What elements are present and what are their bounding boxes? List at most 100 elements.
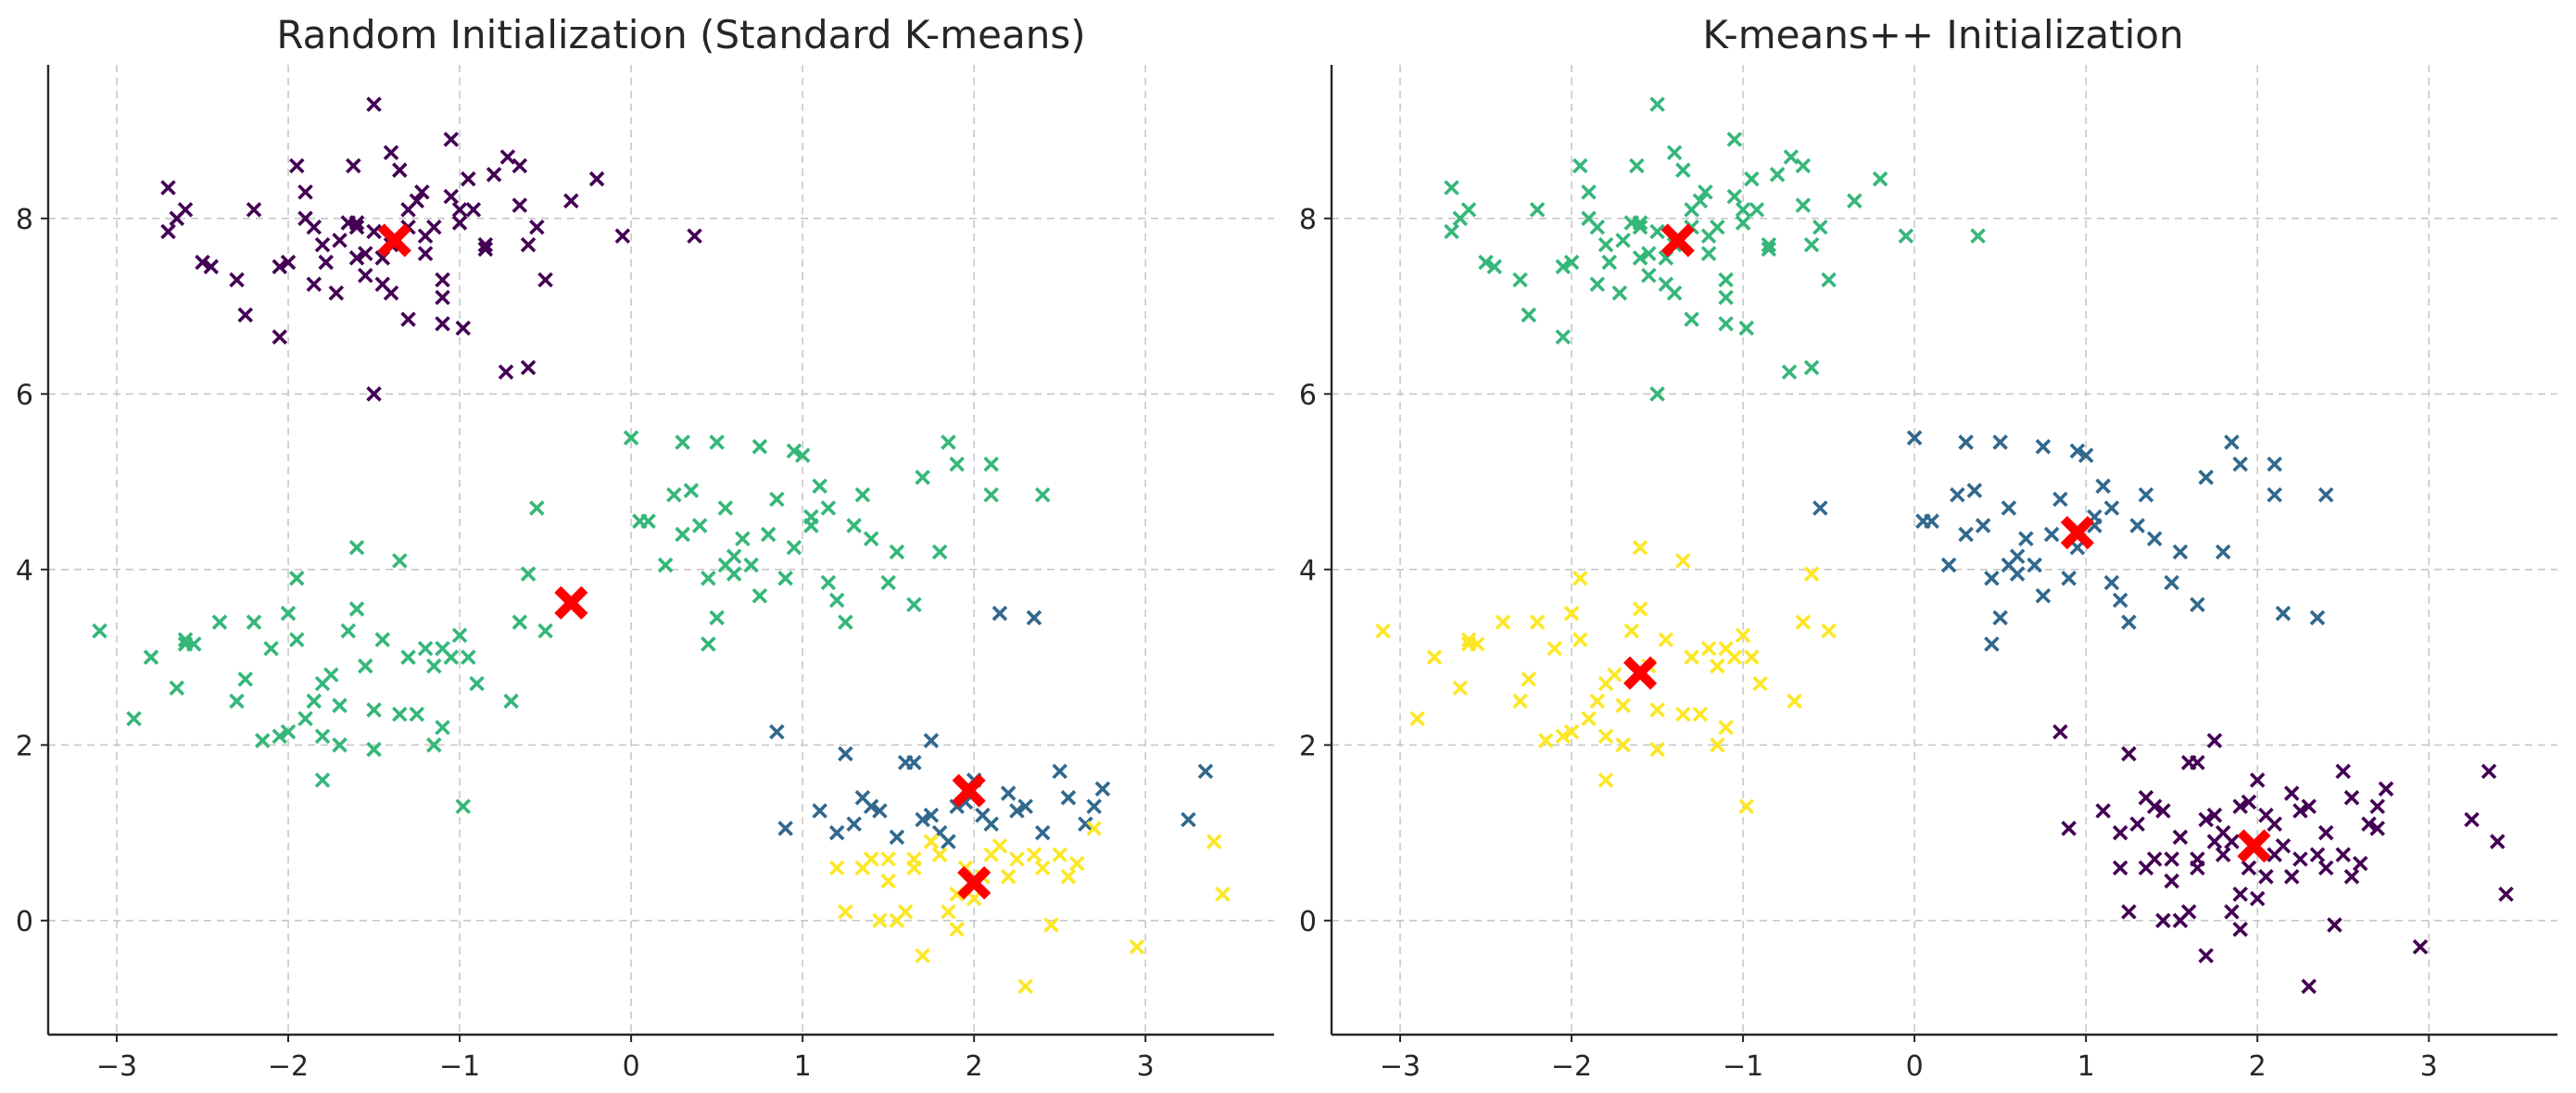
data-point [451,627,468,644]
data-point [1521,307,1537,323]
data-point [177,632,194,647]
data-point [2112,592,2128,609]
data-point [863,851,879,867]
data-point [160,180,176,195]
data-point [691,518,708,534]
data-point [846,816,862,832]
data-point [1940,557,1957,573]
data-point [1538,733,1554,748]
data-point [777,571,793,586]
data-point [465,202,482,218]
data-point [2412,938,2429,955]
data-point [1812,500,1828,516]
data-point [318,254,335,270]
data-point [1649,386,1665,402]
data-point [1795,197,1812,213]
data-point [1803,359,1820,376]
data-point [314,772,331,788]
data-point [1512,271,1528,288]
data-point [2129,816,2145,832]
data-point [803,509,819,525]
x-tick-label: 1 [794,1050,812,1083]
data-point [786,539,802,556]
data-point [1632,250,1648,266]
kmeanspp-init-panel: K-means++ Initialization −3 −2 −1 0 1 2 3 0 2 4 6 8 [1299,12,2557,1083]
data-point [983,456,999,472]
data-point [2224,904,2240,920]
data-point [2052,723,2068,740]
data-point [931,847,948,863]
data-point [2121,614,2137,630]
data-point [983,816,999,832]
centroid-marker [952,773,986,808]
x-tick-label: 0 [623,1050,640,1083]
data-point [2224,834,2240,849]
data-point [2121,746,2137,762]
data-point [2369,821,2385,836]
data-point [1872,170,1888,187]
data-point [1812,220,1828,235]
data-point [1795,614,1812,630]
data-point [1666,285,1683,301]
data-point [92,622,107,639]
data-point [1078,816,1093,832]
data-point [2283,869,2300,885]
data-point [2129,518,2145,534]
data-point [941,434,956,450]
data-point [2103,574,2120,591]
data-point [348,220,365,235]
data-point [838,614,853,630]
centroid-marker [1623,656,1658,690]
data-point [2283,785,2300,801]
data-point [2481,763,2497,780]
data-point [2343,789,2360,806]
data-point [1597,772,1614,788]
data-point [1700,640,1717,657]
data-point [529,220,545,235]
data-point [400,311,416,328]
data-point [1744,170,1760,187]
data-point [949,456,965,472]
data-point [1572,571,1588,586]
data-point [477,236,494,253]
data-point [2232,922,2248,937]
data-point [1000,869,1017,885]
data-point [1761,241,1777,258]
data-point [332,737,347,753]
data-point [880,851,896,867]
data-point [786,443,802,459]
data-point [1034,824,1051,841]
data-point [1675,162,1691,178]
data-point [683,483,700,498]
axis-ticks: −3 −2 −1 0 1 2 3 0 2 4 6 8 [16,204,1155,1083]
x-tick-label: −1 [439,1050,480,1083]
data-point [1215,886,1231,902]
data-point [126,710,142,727]
data-point [2095,803,2111,819]
data-point [1658,632,1674,647]
data-point [2489,834,2506,849]
data-point [2198,948,2214,963]
data-point [1692,193,1709,209]
data-point [2103,500,2120,516]
data-point [374,632,391,647]
data-point [2095,478,2111,495]
data-point [2317,860,2334,876]
data-point [941,904,956,920]
data-point [949,922,965,937]
data-point [2224,434,2240,450]
x-tick-label: −2 [268,1050,309,1083]
data-point [2241,860,2257,876]
data-point [1581,210,1597,227]
data-point [2001,557,2017,573]
data-point [1563,254,1580,270]
data-point [1966,483,1983,498]
y-tick-label: 0 [16,906,33,938]
data-point [297,184,313,200]
data-point [2206,834,2223,849]
data-point [414,184,430,200]
data-point [1629,157,1645,174]
data-point [203,258,220,275]
data-point [1375,622,1391,639]
data-point [511,614,528,630]
